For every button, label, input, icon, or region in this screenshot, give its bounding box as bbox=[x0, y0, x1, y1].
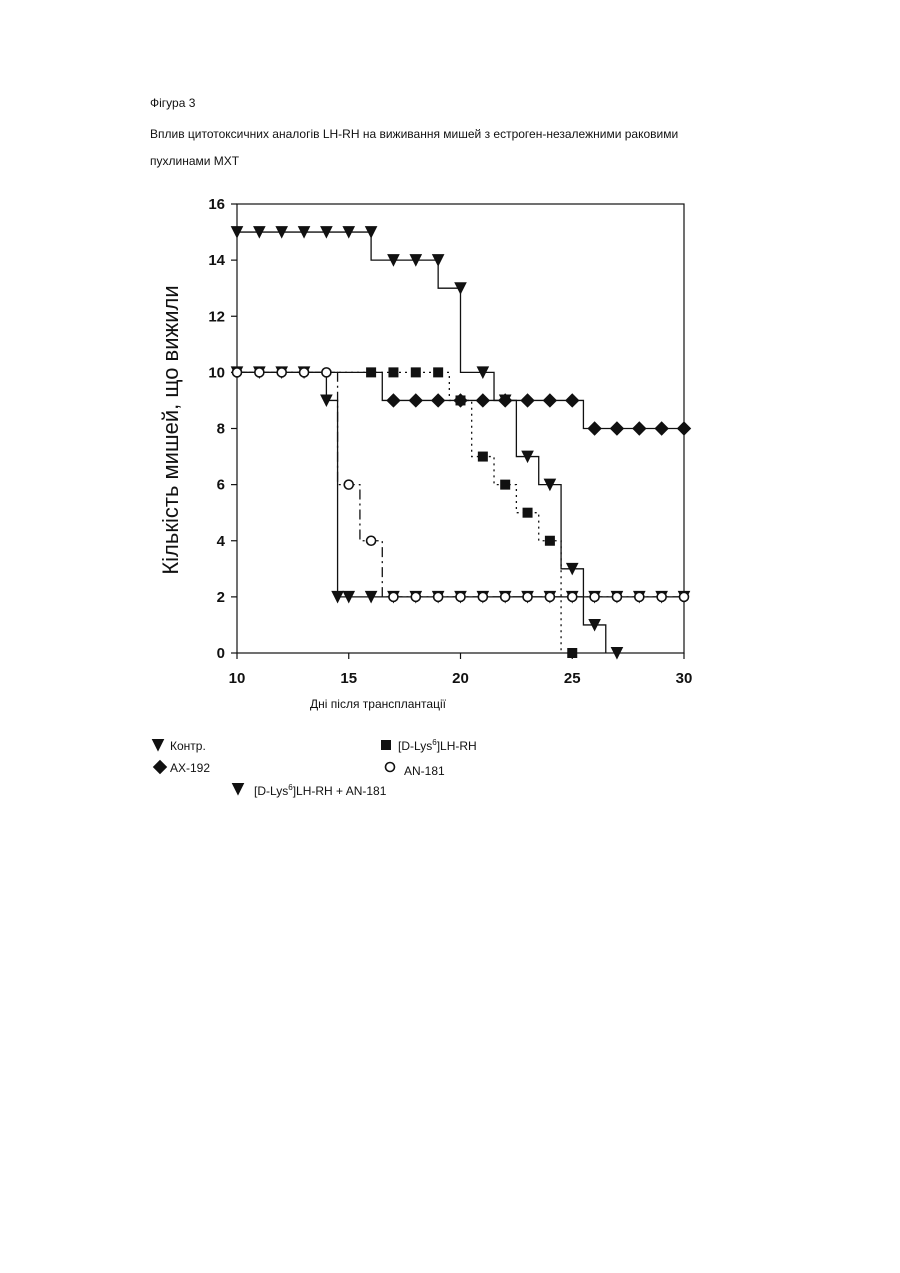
series-1-point bbox=[543, 394, 556, 407]
series-1-point bbox=[476, 394, 489, 407]
series-3-point bbox=[545, 592, 554, 601]
series-3-point bbox=[568, 592, 577, 601]
series-3-point bbox=[277, 368, 286, 377]
series-1-point bbox=[409, 394, 422, 407]
series-1-point bbox=[387, 394, 400, 407]
series-3-point bbox=[367, 536, 376, 545]
y-tick-label: 6 bbox=[217, 477, 225, 494]
series-1-point bbox=[610, 422, 623, 435]
series-3-point bbox=[523, 592, 532, 601]
series-2-point bbox=[411, 367, 421, 377]
y-tick-label: 14 bbox=[208, 252, 225, 269]
series-3-point bbox=[590, 592, 599, 601]
series-2-point bbox=[433, 367, 443, 377]
series-3-point bbox=[612, 592, 621, 601]
series-3-point bbox=[680, 592, 689, 601]
series-3-point bbox=[322, 368, 331, 377]
x-tick-label: 20 bbox=[452, 670, 469, 687]
y-tick-label: 0 bbox=[217, 645, 225, 662]
survival-chart: 0 2 4 6 8 10 12 14 16 10 15 20 25 30 Кількість мишей,… bbox=[0, 0, 900, 900]
series-line-2 bbox=[237, 372, 561, 653]
x-axis-label: Дні після трансплантації bbox=[310, 697, 447, 711]
series-3-point bbox=[635, 592, 644, 601]
series-2-point bbox=[523, 508, 533, 518]
x-tick-label: 15 bbox=[340, 670, 357, 687]
legend-marker-0 bbox=[153, 740, 164, 751]
series-2-point bbox=[456, 395, 466, 405]
legend-marker-4 bbox=[233, 784, 244, 795]
series-3-point bbox=[657, 592, 666, 601]
y-tick-label: 4 bbox=[217, 533, 226, 550]
series-1-point bbox=[588, 422, 601, 435]
series-1-point bbox=[566, 394, 579, 407]
series-3-point bbox=[456, 592, 465, 601]
y-tick-label: 8 bbox=[217, 421, 225, 438]
series-2-point bbox=[545, 536, 555, 546]
legend-entry-3: AN-181 bbox=[404, 764, 445, 778]
series-2-point bbox=[366, 367, 376, 377]
series-1-point bbox=[432, 394, 445, 407]
series-1-point bbox=[633, 422, 646, 435]
series-2-point bbox=[388, 367, 398, 377]
chart-axes: 0 2 4 6 8 10 12 14 16 10 15 20 25 30 bbox=[208, 196, 692, 687]
legend-entry-1: AX-192 bbox=[170, 761, 210, 775]
series-3-point bbox=[501, 592, 510, 601]
series-3-point bbox=[389, 592, 398, 601]
series-3-point bbox=[411, 592, 420, 601]
x-tick-label: 30 bbox=[676, 670, 693, 687]
series-3-point bbox=[300, 368, 309, 377]
series-1-point bbox=[678, 422, 691, 435]
legend-marker-3 bbox=[386, 763, 395, 772]
chart-legend: Контр. AX-192 [D-Lys6]LH-RH AN-181 [D-Lys6]L… bbox=[153, 738, 477, 798]
series-2-point bbox=[500, 480, 510, 490]
series-line-4 bbox=[237, 232, 606, 653]
x-tick-label: 10 bbox=[229, 670, 246, 687]
series-3-point bbox=[255, 368, 264, 377]
series-3-point bbox=[478, 592, 487, 601]
chart-series-markers bbox=[232, 227, 691, 659]
y-tick-label: 12 bbox=[208, 308, 225, 325]
series-3-point bbox=[434, 592, 443, 601]
legend-marker-1 bbox=[154, 761, 167, 774]
legend-entry-4: [D-Lys6]LH-RH + AN-181 bbox=[254, 783, 387, 798]
y-tick-label: 10 bbox=[208, 364, 225, 381]
legend-marker-2 bbox=[381, 740, 391, 750]
series-1-point bbox=[521, 394, 534, 407]
series-3-point bbox=[344, 480, 353, 489]
chart-series-lines bbox=[237, 232, 684, 653]
series-3-point bbox=[233, 368, 242, 377]
x-tick-label: 25 bbox=[564, 670, 581, 687]
y-axis-label: Кількість мишей, що вижили bbox=[158, 285, 183, 574]
y-tick-label: 16 bbox=[208, 196, 225, 213]
series-2-point bbox=[478, 452, 488, 462]
y-tick-label: 2 bbox=[217, 589, 225, 606]
legend-entry-2: [D-Lys6]LH-RH bbox=[398, 738, 477, 753]
series-1-point bbox=[655, 422, 668, 435]
legend-entry-0: Контр. bbox=[170, 739, 206, 753]
series-2-point bbox=[567, 648, 577, 658]
